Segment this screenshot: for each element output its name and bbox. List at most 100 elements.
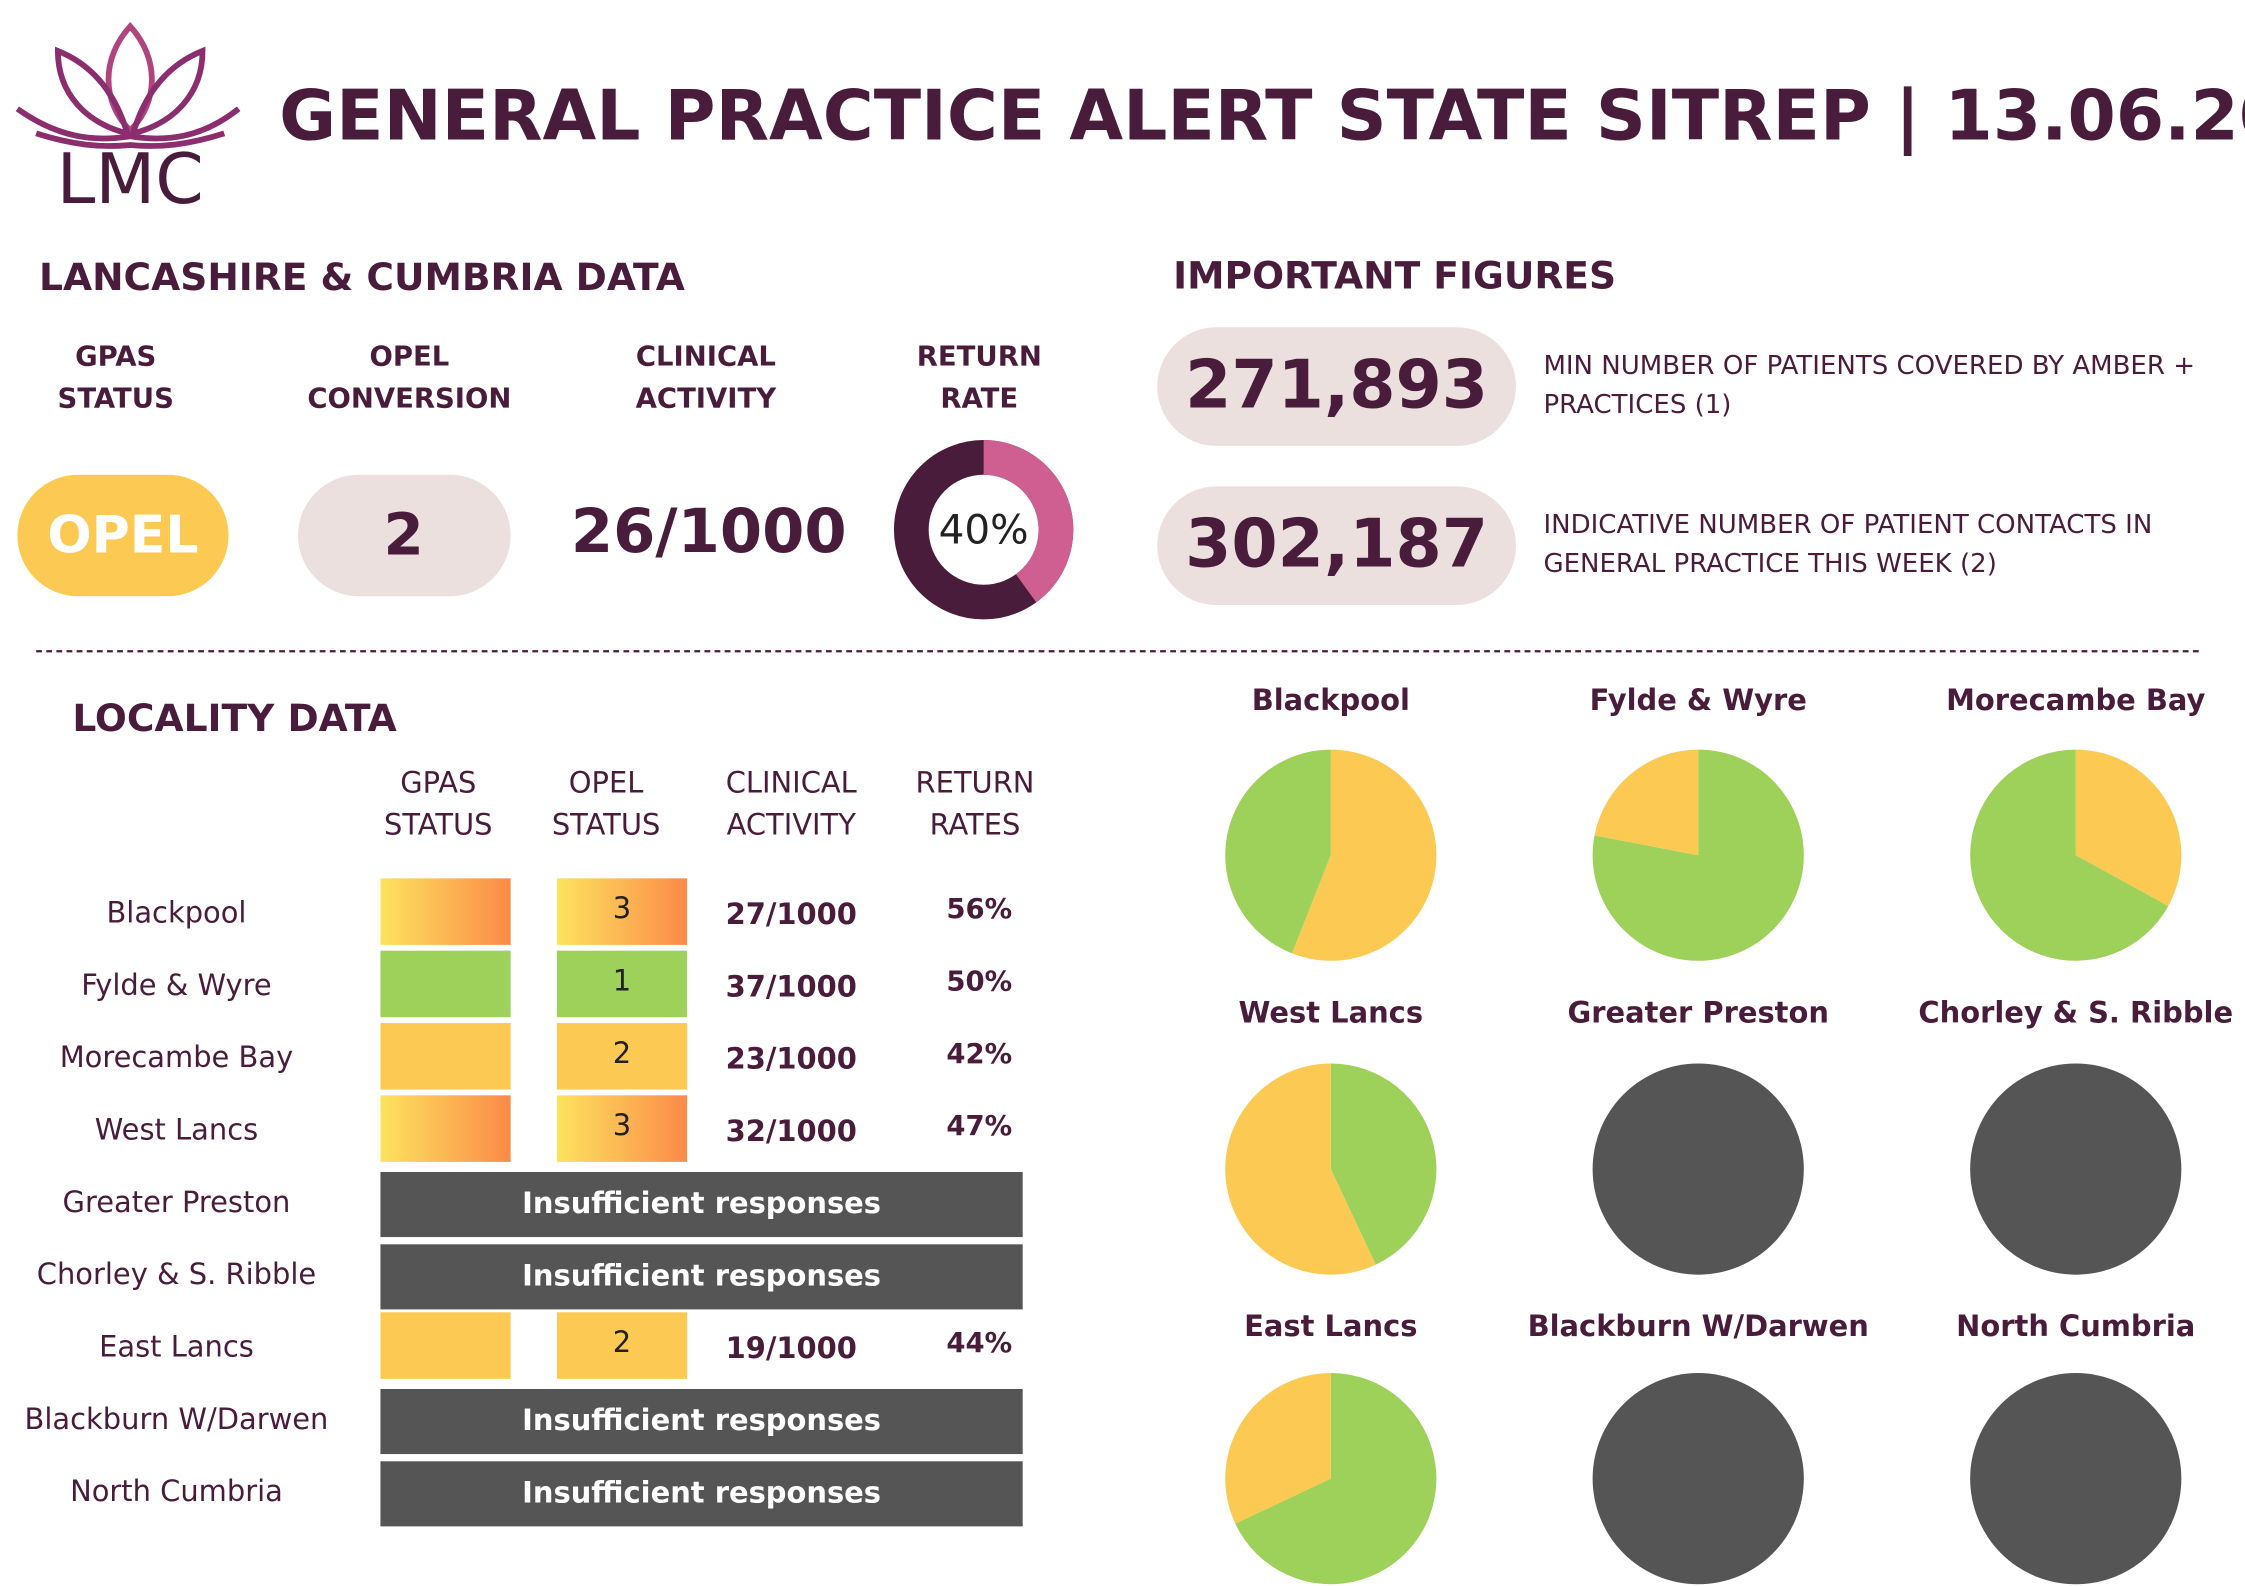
pie-empty: [1592, 1063, 1804, 1275]
summary-header: CONVERSION: [307, 383, 511, 415]
gpas-value: OPEL: [47, 505, 198, 565]
gpas-cell: [380, 950, 511, 1018]
insufficient-text: Insufficient responses: [522, 1476, 881, 1510]
pie-title: West Lancs: [1239, 995, 1424, 1029]
gpas-cell: [380, 1095, 511, 1162]
return-rate-value: 40%: [939, 506, 1029, 554]
summary-header: GPAS: [75, 341, 156, 373]
pie-slice: [2075, 749, 2182, 907]
row-name: Greater Preston: [63, 1185, 291, 1219]
gpas-cell: [380, 878, 511, 945]
pie-slice: [1594, 749, 1699, 856]
column-header: STATUS: [384, 807, 493, 841]
insufficient-text: Insufficient responses: [522, 1186, 881, 1220]
return-value: 50%: [946, 965, 1012, 997]
return-value: 44%: [946, 1327, 1012, 1359]
row-name: North Cumbria: [70, 1474, 283, 1508]
pie-slice: [1225, 749, 1331, 954]
pie-title: Morecambe Bay: [1946, 683, 2205, 717]
activity-value: 27/1000: [726, 897, 857, 931]
donut-arc: [893, 440, 1074, 620]
summary-header: ACTIVITY: [636, 383, 778, 415]
page-title: GENERAL PRACTICE ALERT STATE SITREP | 13…: [279, 76, 2245, 156]
pie-slice: [1592, 749, 1804, 961]
figure-text: GENERAL PRACTICE THIS WEEK (2): [1543, 549, 1996, 579]
activity-value: 19/1000: [726, 1331, 857, 1365]
row-name: Blackburn W/Darwen: [25, 1402, 329, 1436]
pie-title: Fylde & Wyre: [1590, 683, 1807, 717]
pie-empty: [1970, 1373, 2182, 1585]
summary-header: CLINICAL: [636, 341, 776, 373]
pie-slice: [1291, 749, 1437, 961]
opel-cell: [556, 1312, 688, 1379]
activity-value: 32/1000: [726, 1114, 857, 1148]
insufficient-text: Insufficient responses: [522, 1259, 881, 1293]
row-name: East Lancs: [99, 1329, 254, 1363]
row-name: Fylde & Wyre: [81, 968, 271, 1002]
logo-text: LMC: [57, 140, 204, 220]
pie-slice: [1225, 1373, 1331, 1524]
opel-value: 2: [613, 1036, 631, 1070]
gpas-pill: [17, 474, 229, 597]
opel-pill: [297, 474, 511, 597]
row-name: Morecambe Bay: [60, 1040, 294, 1074]
row-name: Chorley & S. Ribble: [37, 1257, 316, 1291]
opel-cell: [556, 1095, 688, 1162]
figure-pill: [1157, 327, 1516, 446]
column-header: RETURN: [915, 765, 1034, 799]
opel-cell: [556, 950, 688, 1018]
pie-title: Blackpool: [1252, 683, 1410, 717]
row-name: Blackpool: [106, 896, 246, 930]
opel-cell: [556, 1022, 688, 1090]
column-header: OPEL: [569, 765, 644, 799]
return-value: 42%: [946, 1038, 1012, 1070]
gpas-cell: [380, 1312, 511, 1379]
section-title: LOCALITY DATA: [72, 696, 396, 740]
activity-value: 26/1000: [571, 497, 847, 567]
insufficient-text: Insufficient responses: [522, 1403, 881, 1437]
column-header: GPAS: [400, 765, 476, 799]
summary-header: OPEL: [369, 341, 449, 373]
summary-header: RETURN: [917, 341, 1042, 373]
pie-slice: [1225, 1063, 1376, 1275]
opel-value: 2: [613, 1325, 631, 1359]
pie-slice: [1970, 749, 2169, 961]
insufficient-bar: [380, 1461, 1023, 1527]
activity-value: 37/1000: [726, 969, 857, 1003]
figure-text: MIN NUMBER OF PATIENTS COVERED BY AMBER …: [1543, 351, 2195, 381]
insufficient-bar: [380, 1244, 1023, 1310]
row-name: West Lancs: [95, 1112, 258, 1146]
column-header: ACTIVITY: [727, 807, 857, 841]
figure-text: INDICATIVE NUMBER OF PATIENT CONTACTS IN: [1543, 510, 2152, 540]
section-title: LANCASHIRE & CUMBRIA DATA: [39, 255, 685, 299]
insufficient-bar: [380, 1171, 1023, 1238]
pie-empty: [1970, 1063, 2182, 1275]
opel-value: 3: [613, 1108, 631, 1142]
pie-title: Blackburn W/Darwen: [1528, 1309, 1869, 1343]
pie-title: Greater Preston: [1567, 995, 1828, 1029]
figure-pill: [1157, 486, 1516, 605]
pie-slice: [1235, 1373, 1437, 1585]
section-title: IMPORTANT FIGURES: [1173, 254, 1616, 298]
pie-empty: [1592, 1373, 1804, 1585]
column-header: RATES: [930, 807, 1021, 841]
figure-text: PRACTICES (1): [1543, 390, 1731, 420]
return-value: 56%: [946, 893, 1012, 925]
summary-header: STATUS: [58, 383, 174, 415]
figure-value: 302,187: [1185, 505, 1488, 583]
opel-value: 2: [383, 501, 423, 569]
column-header: CLINICAL: [726, 765, 857, 799]
activity-value: 23/1000: [726, 1042, 857, 1076]
opel-cell: [556, 878, 688, 945]
pie-title: East Lancs: [1244, 1309, 1417, 1343]
opel-value: 3: [613, 891, 631, 925]
column-header: STATUS: [552, 807, 661, 841]
opel-value: 1: [613, 963, 631, 997]
pie-title: Chorley & S. Ribble: [1918, 995, 2233, 1029]
pie-slice: [1330, 1063, 1437, 1265]
figure-value: 271,893: [1185, 345, 1488, 423]
return-value: 47%: [946, 1110, 1012, 1142]
logo: [15, 22, 241, 149]
